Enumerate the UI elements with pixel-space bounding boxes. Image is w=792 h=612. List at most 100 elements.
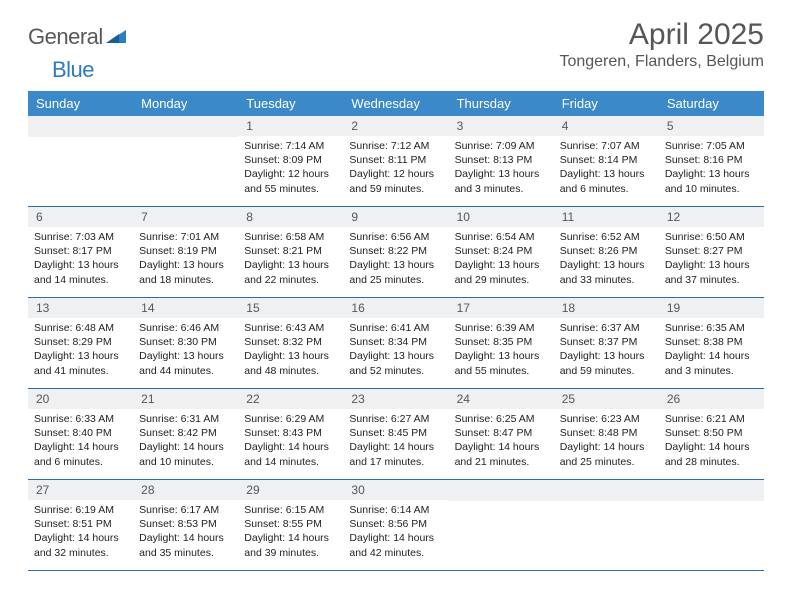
day-number: 10 [449, 207, 554, 227]
day-number: 12 [659, 207, 764, 227]
sunrise-text: Sunrise: 6:41 AM [349, 321, 442, 335]
calendar-cell: 27Sunrise: 6:19 AMSunset: 8:51 PMDayligh… [28, 480, 133, 571]
daylight-text: Daylight: 13 hours and 10 minutes. [665, 167, 758, 195]
calendar-cell: 16Sunrise: 6:41 AMSunset: 8:34 PMDayligh… [343, 298, 448, 389]
sunrise-text: Sunrise: 6:29 AM [244, 412, 337, 426]
sunrise-text: Sunrise: 6:27 AM [349, 412, 442, 426]
daylight-text: Daylight: 14 hours and 28 minutes. [665, 440, 758, 468]
cell-body: Sunrise: 6:15 AMSunset: 8:55 PMDaylight:… [238, 500, 343, 565]
calendar-cell: 24Sunrise: 6:25 AMSunset: 8:47 PMDayligh… [449, 389, 554, 480]
calendar-cell: 7Sunrise: 7:01 AMSunset: 8:19 PMDaylight… [133, 207, 238, 298]
day-number [28, 116, 133, 137]
calendar-cell: 11Sunrise: 6:52 AMSunset: 8:26 PMDayligh… [554, 207, 659, 298]
sunset-text: Sunset: 8:11 PM [349, 153, 442, 167]
calendar-cell [554, 480, 659, 571]
daylight-text: Daylight: 14 hours and 42 minutes. [349, 531, 442, 559]
day-number: 19 [659, 298, 764, 318]
logo-triangle-icon [106, 27, 126, 48]
cell-body: Sunrise: 7:12 AMSunset: 8:11 PMDaylight:… [343, 136, 448, 201]
sunrise-text: Sunrise: 7:01 AM [139, 230, 232, 244]
calendar-cell: 10Sunrise: 6:54 AMSunset: 8:24 PMDayligh… [449, 207, 554, 298]
sunset-text: Sunset: 8:56 PM [349, 517, 442, 531]
sunset-text: Sunset: 8:50 PM [665, 426, 758, 440]
daylight-text: Daylight: 12 hours and 55 minutes. [244, 167, 337, 195]
sunset-text: Sunset: 8:27 PM [665, 244, 758, 258]
day-number: 18 [554, 298, 659, 318]
weekday-header: Friday [554, 91, 659, 116]
sunset-text: Sunset: 8:09 PM [244, 153, 337, 167]
sunset-text: Sunset: 8:30 PM [139, 335, 232, 349]
day-number: 3 [449, 116, 554, 136]
sunrise-text: Sunrise: 6:39 AM [455, 321, 548, 335]
cell-body: Sunrise: 7:07 AMSunset: 8:14 PMDaylight:… [554, 136, 659, 201]
calendar-cell: 8Sunrise: 6:58 AMSunset: 8:21 PMDaylight… [238, 207, 343, 298]
sunrise-text: Sunrise: 6:15 AM [244, 503, 337, 517]
sunrise-text: Sunrise: 6:58 AM [244, 230, 337, 244]
sunset-text: Sunset: 8:26 PM [560, 244, 653, 258]
daylight-text: Daylight: 14 hours and 6 minutes. [34, 440, 127, 468]
calendar-cell: 5Sunrise: 7:05 AMSunset: 8:16 PMDaylight… [659, 116, 764, 207]
sunset-text: Sunset: 8:17 PM [34, 244, 127, 258]
sunrise-text: Sunrise: 6:46 AM [139, 321, 232, 335]
day-number: 13 [28, 298, 133, 318]
cell-body [449, 501, 554, 564]
day-number: 26 [659, 389, 764, 409]
daylight-text: Daylight: 14 hours and 17 minutes. [349, 440, 442, 468]
cell-body: Sunrise: 6:19 AMSunset: 8:51 PMDaylight:… [28, 500, 133, 565]
sunset-text: Sunset: 8:42 PM [139, 426, 232, 440]
sunrise-text: Sunrise: 6:17 AM [139, 503, 232, 517]
daylight-text: Daylight: 13 hours and 52 minutes. [349, 349, 442, 377]
cell-body: Sunrise: 7:01 AMSunset: 8:19 PMDaylight:… [133, 227, 238, 292]
sunrise-text: Sunrise: 6:43 AM [244, 321, 337, 335]
day-number [659, 480, 764, 501]
day-number: 4 [554, 116, 659, 136]
cell-body: Sunrise: 6:39 AMSunset: 8:35 PMDaylight:… [449, 318, 554, 383]
daylight-text: Daylight: 14 hours and 3 minutes. [665, 349, 758, 377]
calendar-cell: 3Sunrise: 7:09 AMSunset: 8:13 PMDaylight… [449, 116, 554, 207]
calendar-cell [659, 480, 764, 571]
cell-body: Sunrise: 6:17 AMSunset: 8:53 PMDaylight:… [133, 500, 238, 565]
calendar-cell: 9Sunrise: 6:56 AMSunset: 8:22 PMDaylight… [343, 207, 448, 298]
day-number: 14 [133, 298, 238, 318]
cell-body: Sunrise: 6:31 AMSunset: 8:42 PMDaylight:… [133, 409, 238, 474]
daylight-text: Daylight: 13 hours and 33 minutes. [560, 258, 653, 286]
calendar-cell: 21Sunrise: 6:31 AMSunset: 8:42 PMDayligh… [133, 389, 238, 480]
day-number: 15 [238, 298, 343, 318]
daylight-text: Daylight: 13 hours and 14 minutes. [34, 258, 127, 286]
cell-body: Sunrise: 6:48 AMSunset: 8:29 PMDaylight:… [28, 318, 133, 383]
calendar-cell: 18Sunrise: 6:37 AMSunset: 8:37 PMDayligh… [554, 298, 659, 389]
day-number: 21 [133, 389, 238, 409]
sunrise-text: Sunrise: 7:07 AM [560, 139, 653, 153]
sunset-text: Sunset: 8:43 PM [244, 426, 337, 440]
day-number: 6 [28, 207, 133, 227]
calendar-cell: 15Sunrise: 6:43 AMSunset: 8:32 PMDayligh… [238, 298, 343, 389]
sunset-text: Sunset: 8:19 PM [139, 244, 232, 258]
sunrise-text: Sunrise: 7:03 AM [34, 230, 127, 244]
sunrise-text: Sunrise: 6:25 AM [455, 412, 548, 426]
sunset-text: Sunset: 8:32 PM [244, 335, 337, 349]
sunrise-text: Sunrise: 6:35 AM [665, 321, 758, 335]
calendar-cell: 29Sunrise: 6:15 AMSunset: 8:55 PMDayligh… [238, 480, 343, 571]
daylight-text: Daylight: 13 hours and 3 minutes. [455, 167, 548, 195]
sunset-text: Sunset: 8:48 PM [560, 426, 653, 440]
cell-body: Sunrise: 7:05 AMSunset: 8:16 PMDaylight:… [659, 136, 764, 201]
day-number: 24 [449, 389, 554, 409]
sunrise-text: Sunrise: 6:56 AM [349, 230, 442, 244]
calendar-cell: 17Sunrise: 6:39 AMSunset: 8:35 PMDayligh… [449, 298, 554, 389]
day-number: 29 [238, 480, 343, 500]
calendar-cell: 25Sunrise: 6:23 AMSunset: 8:48 PMDayligh… [554, 389, 659, 480]
logo-text-general: General [28, 24, 103, 50]
cell-body: Sunrise: 7:03 AMSunset: 8:17 PMDaylight:… [28, 227, 133, 292]
sunrise-text: Sunrise: 6:54 AM [455, 230, 548, 244]
cell-body: Sunrise: 6:58 AMSunset: 8:21 PMDaylight:… [238, 227, 343, 292]
cell-body: Sunrise: 6:21 AMSunset: 8:50 PMDaylight:… [659, 409, 764, 474]
sunrise-text: Sunrise: 6:33 AM [34, 412, 127, 426]
cell-body: Sunrise: 6:43 AMSunset: 8:32 PMDaylight:… [238, 318, 343, 383]
daylight-text: Daylight: 13 hours and 55 minutes. [455, 349, 548, 377]
sunset-text: Sunset: 8:37 PM [560, 335, 653, 349]
sunset-text: Sunset: 8:13 PM [455, 153, 548, 167]
cell-body: Sunrise: 7:09 AMSunset: 8:13 PMDaylight:… [449, 136, 554, 201]
day-number: 23 [343, 389, 448, 409]
daylight-text: Daylight: 13 hours and 25 minutes. [349, 258, 442, 286]
calendar-row: 1Sunrise: 7:14 AMSunset: 8:09 PMDaylight… [28, 116, 764, 207]
